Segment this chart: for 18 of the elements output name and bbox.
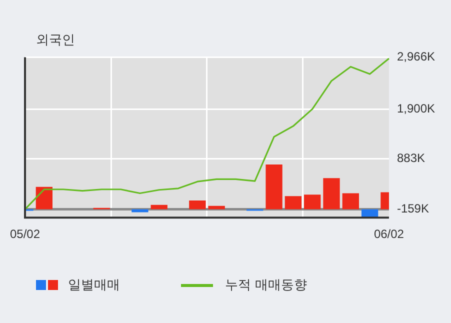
- y-tick-label: -159K: [396, 202, 429, 216]
- legend-label: 일별매매: [68, 277, 120, 294]
- y-tick-label: 1,900K: [396, 101, 436, 116]
- bar: [36, 186, 53, 210]
- bar: [266, 164, 282, 210]
- bar: [342, 193, 359, 210]
- bar: [150, 204, 168, 210]
- legend-label: 누적 매매동향: [225, 277, 308, 294]
- bar: [208, 206, 225, 210]
- bar: [323, 178, 340, 210]
- chart-title: 외국인: [36, 32, 75, 49]
- y-tick-label: 2,966K: [396, 50, 436, 64]
- y-tick-label: 883K: [396, 150, 425, 165]
- bar: [189, 200, 206, 210]
- x-tick-label: 05/02: [10, 227, 40, 242]
- x-tick-label: 06/02: [374, 227, 404, 242]
- bar: [284, 196, 302, 210]
- bar: [304, 194, 321, 210]
